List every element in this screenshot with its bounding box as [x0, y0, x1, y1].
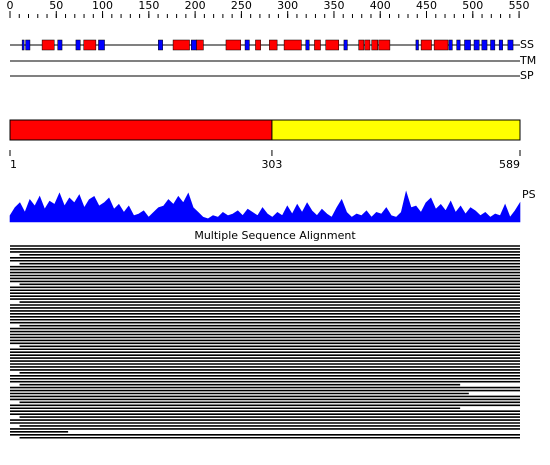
msa-title: Multiple Sequence Alignment — [194, 229, 356, 242]
strand — [57, 39, 63, 51]
ruler-label: 350 — [323, 0, 344, 12]
track-label: SP — [520, 69, 534, 82]
ps-profile — [9, 190, 521, 223]
helix — [283, 39, 302, 51]
strand — [456, 39, 461, 51]
strand — [415, 39, 419, 51]
ruler-label: 300 — [277, 0, 298, 12]
strand — [244, 39, 250, 51]
domain-tick-label: 303 — [261, 158, 282, 171]
strand — [481, 39, 488, 51]
ruler-label: 450 — [416, 0, 437, 12]
strand — [75, 39, 81, 51]
helix — [83, 39, 97, 51]
strand — [98, 39, 105, 51]
helix — [269, 39, 278, 51]
helix — [358, 39, 365, 51]
helix — [378, 39, 391, 51]
strand — [25, 39, 31, 51]
ruler-label: 50 — [49, 0, 63, 12]
strand — [464, 39, 471, 51]
strand — [343, 39, 348, 51]
strand — [191, 39, 197, 51]
ruler-label: 250 — [231, 0, 252, 12]
helix — [255, 39, 261, 51]
helix — [433, 39, 449, 51]
helix — [371, 39, 379, 51]
helix — [420, 39, 432, 51]
ps-label: PS — [522, 188, 536, 201]
helix — [314, 39, 321, 51]
ruler-label: 200 — [185, 0, 206, 12]
ruler-label: 400 — [370, 0, 391, 12]
helix — [172, 39, 190, 51]
ruler-label: 550 — [509, 0, 530, 12]
ruler-label: 100 — [92, 0, 113, 12]
strand — [448, 39, 453, 51]
domain-tick-label: 1 — [10, 158, 17, 171]
domain — [271, 119, 521, 141]
strand — [305, 39, 310, 51]
strand — [507, 39, 514, 51]
helix — [364, 39, 371, 51]
strand — [498, 39, 503, 51]
ruler-label: 500 — [462, 0, 483, 12]
strand — [490, 39, 496, 51]
ruler-label: 150 — [138, 0, 159, 12]
helix — [225, 39, 241, 51]
domain — [9, 119, 273, 141]
helix — [325, 39, 339, 51]
strand — [21, 39, 25, 51]
domain-tick-label: 589 — [499, 158, 520, 171]
track-label: SS — [520, 38, 534, 51]
ruler-label: 0 — [7, 0, 14, 12]
strand — [473, 39, 480, 51]
helix — [196, 39, 204, 51]
helix — [41, 39, 55, 51]
strand — [158, 39, 163, 51]
track-label: TM — [519, 54, 536, 67]
